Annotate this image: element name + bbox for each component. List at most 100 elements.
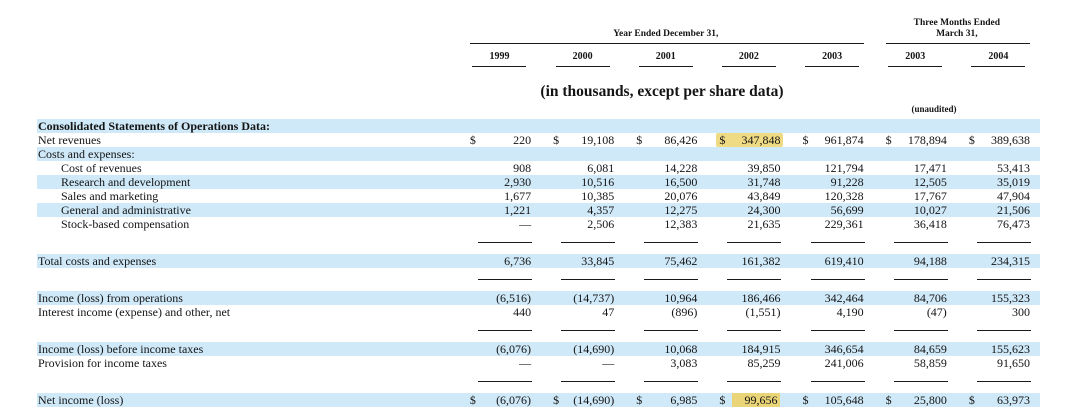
cell-value: 19,108 (581, 133, 615, 147)
cell-value: 25,800 (913, 393, 947, 407)
separator-line (644, 330, 699, 331)
three-months-group-label-line2: March 31, (936, 29, 978, 39)
value-cell: (6,076) (458, 342, 541, 356)
separator-spacer (37, 268, 458, 291)
cell-value: 4,357 (587, 203, 615, 217)
col-header-2003: 2003 (822, 51, 843, 62)
separator-line (893, 330, 948, 331)
cell-value: 33,845 (581, 254, 615, 268)
value-cell: 20,076 (624, 189, 707, 203)
separator-cell (874, 370, 957, 393)
value-cell: $99,656 (707, 393, 790, 407)
cell-value: 186,466 (741, 291, 781, 305)
cell-value: 35,019 (997, 175, 1030, 189)
value-cell: $86,426 (624, 133, 707, 147)
separator-line (561, 279, 616, 280)
currency-symbol: $ (719, 393, 726, 407)
operations-table: Year Ended December 31, Three Months End… (37, 4, 1040, 407)
table-row: Consolidated Statements of Operations Da… (37, 119, 1040, 133)
row-label: Sales and marketing (61, 189, 159, 203)
value-cell: 121,794 (790, 161, 873, 175)
three-months-group-label-line1: Three Months Ended (913, 18, 1001, 28)
cell-value: 2,506 (587, 217, 615, 231)
value-cell: (1,551) (707, 305, 790, 319)
cell-value: 12,383 (664, 217, 698, 231)
unaudited-note: (unaudited) (911, 104, 957, 114)
value-cell: 155,623 (957, 342, 1040, 356)
value-cell: 76,473 (957, 217, 1040, 231)
value-cell (458, 119, 541, 133)
cell-value: 300 (1012, 305, 1030, 319)
cell-value: 220 (513, 133, 532, 147)
value-cell: 43,849 (707, 189, 790, 203)
cell-value: 17,767 (913, 189, 947, 203)
table-row: Costs and expenses: (37, 147, 1040, 161)
cell-value: (14,690) (573, 393, 615, 407)
value-cell: $ (6,076) (458, 393, 541, 407)
currency-symbol: $ (553, 133, 560, 147)
row-label: Research and development (61, 175, 191, 189)
currency-symbol: $ (636, 133, 643, 147)
cell-value: 21,635 (747, 217, 781, 231)
cell-value: 12,275 (664, 203, 698, 217)
cell-value: 47 (602, 305, 615, 319)
table-row: Provision for income taxes — — 3,083 85,259 2… (37, 356, 1040, 370)
separator-cell (790, 319, 873, 342)
year-ended-group-label: Year Ended December 31, (613, 29, 719, 39)
value-cell: 6,081 (541, 161, 624, 175)
col-header-2001: 2001 (655, 51, 676, 62)
value-cell: 12,275 (624, 203, 707, 217)
currency-symbol: $ (469, 133, 476, 147)
currency-symbol: $ (553, 393, 560, 407)
separator-spacer (37, 231, 458, 254)
cell-value: 120,328 (824, 189, 864, 203)
cell-value: — (519, 356, 532, 370)
separator-cell (957, 268, 1040, 291)
value-cell: 2,506 (541, 217, 624, 231)
value-cell: 184,915 (707, 342, 790, 356)
cell-value: 389,638 (991, 133, 1030, 147)
value-cell: $6,985 (624, 393, 707, 407)
value-cell (957, 147, 1040, 161)
row-label: General and administrative (61, 203, 191, 217)
value-cell: 4,357 (541, 203, 624, 217)
separator-cell (790, 370, 873, 393)
separator-cell (458, 268, 541, 291)
value-cell: 56,699 (790, 203, 873, 217)
cell-value: (6,516) (496, 291, 532, 305)
separator-line (810, 242, 865, 243)
value-cell: $220 (458, 133, 541, 147)
value-cell: 47,904 (957, 189, 1040, 203)
value-cell: $105,648 (790, 393, 873, 407)
value-cell: 155,323 (957, 291, 1040, 305)
cell-value: 99,656 (732, 393, 781, 407)
separator-spacer (37, 370, 458, 393)
cell-value: (47) (926, 305, 947, 319)
cell-value: 6,081 (587, 161, 615, 175)
table-row: Sales and marketing 1,677 10,385 20,076 43,8… (37, 189, 1040, 203)
value-cell: (47) (874, 305, 957, 319)
value-cell (874, 119, 957, 133)
value-cell: $63,973 (957, 393, 1040, 407)
separator-line (977, 242, 1031, 243)
separator-line (727, 330, 782, 331)
separator-line (478, 381, 533, 382)
cell-value: 155,323 (991, 291, 1030, 305)
value-cell: 12,383 (624, 217, 707, 231)
separator-line (727, 242, 782, 243)
separator-line (893, 242, 948, 243)
currency-symbol: $ (885, 133, 892, 147)
separator-cell (624, 370, 707, 393)
separator-cell (624, 231, 707, 254)
separator-cell (541, 370, 624, 393)
value-cell: $347,848 (707, 133, 790, 147)
cell-value: 178,894 (907, 133, 947, 147)
cell-value: (6,076) (496, 342, 532, 356)
table-row: General and administrative 1,221 4,357 12,2… (37, 203, 1040, 217)
row-label: Stock-based compensation (61, 217, 190, 231)
separator-line (727, 381, 782, 382)
cell-value: 155,623 (991, 342, 1030, 356)
cell-value: 36,418 (913, 217, 947, 231)
year-ended-group-cell: Year Ended December 31, (458, 4, 874, 44)
separator-line (644, 242, 699, 243)
